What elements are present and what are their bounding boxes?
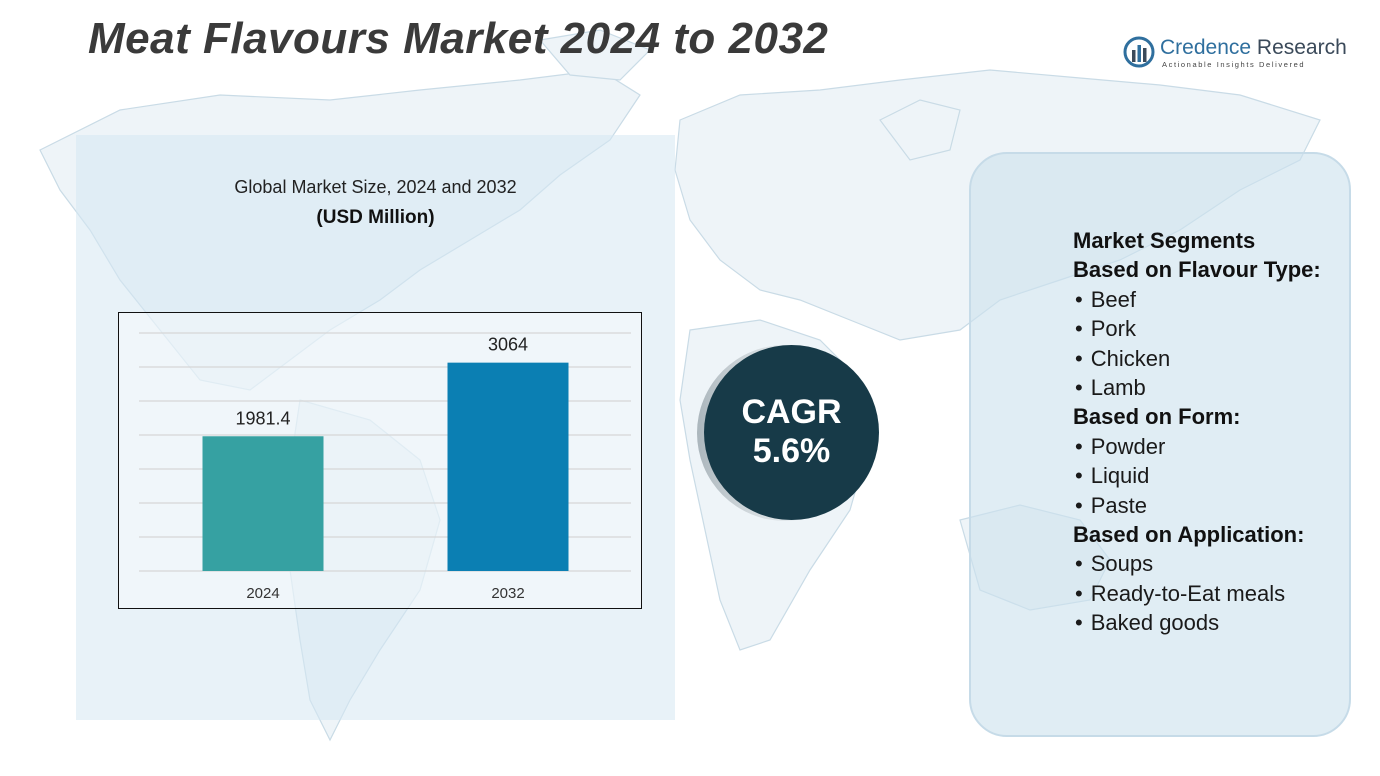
credence-logo-icon — [1123, 36, 1155, 68]
segment-item: Soups — [1073, 549, 1363, 578]
bar-2032 — [447, 362, 569, 571]
segment-item: Beef — [1073, 285, 1363, 314]
page-title: Meat Flavours Market 2024 to 2032 — [88, 14, 829, 63]
brand-name: Credence Research — [1160, 36, 1347, 60]
segment-heading-application: Based on Application: — [1073, 522, 1305, 548]
bar-chart: 1981.4 2024 3064 2032 — [118, 312, 642, 609]
x-tick-label-2024: 2024 — [246, 585, 279, 602]
chart-panel — [76, 135, 675, 720]
bar-2024 — [202, 436, 324, 571]
segment-item: Lamb — [1073, 373, 1363, 402]
chart-subtitle: Global Market Size, 2024 and 2032 — [234, 177, 517, 197]
x-tick-label-2032: 2032 — [491, 585, 524, 602]
brand-name-part2: Research — [1256, 36, 1347, 59]
segment-item: Chicken — [1073, 344, 1363, 373]
segment-item: Baked goods — [1073, 608, 1363, 637]
brand-logo: Credence Research Actionable Insights De… — [1122, 34, 1352, 74]
cagr-badge: CAGR 5.6% — [704, 345, 879, 520]
brand-name-part1: Credence — [1160, 36, 1252, 59]
segment-item: Liquid — [1073, 461, 1363, 490]
segment-heading-form: Based on Form: — [1073, 404, 1241, 430]
cagr-label: CAGR — [741, 393, 842, 431]
segment-item: Paste — [1073, 491, 1363, 520]
segment-item: Ready-to-Eat meals — [1073, 579, 1363, 608]
brand-tagline: Actionable Insights Delivered — [1162, 60, 1306, 69]
chart-unit: (USD Million) — [316, 207, 435, 228]
data-label-2032: 3064 — [488, 335, 528, 355]
segment-item: Powder — [1073, 432, 1363, 461]
market-segments: Market Segments Based on Flavour Type: B… — [1073, 226, 1363, 638]
segment-item: Pork — [1073, 314, 1363, 343]
cagr-value: 5.6% — [752, 432, 831, 470]
data-label-2024: 1981.4 — [235, 408, 290, 428]
segments-title: Market Segments — [1073, 228, 1256, 253]
segment-heading-flavour: Based on Flavour Type: — [1073, 257, 1321, 283]
bar-chart-svg: 1981.4 2024 3064 2032 — [139, 332, 631, 602]
